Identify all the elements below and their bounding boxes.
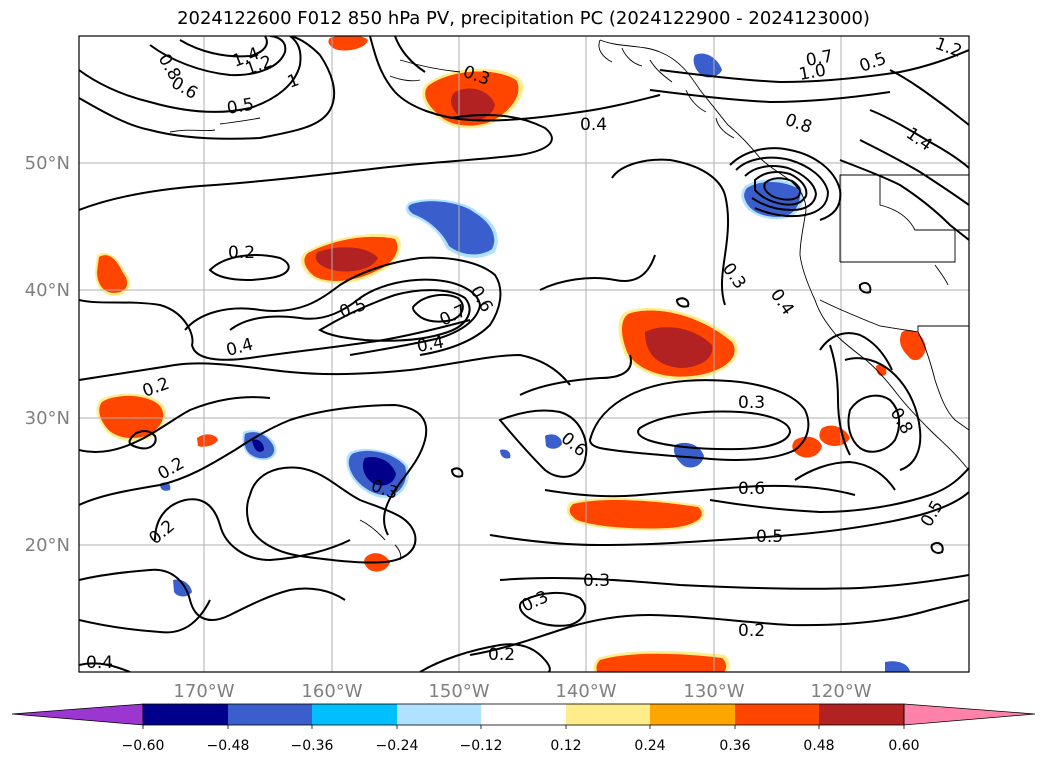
colorbar-tick-label: −0.36 xyxy=(291,738,334,754)
lon-label: 120°W xyxy=(810,681,871,702)
colorbar-segment xyxy=(143,704,228,725)
contour-label: 0.3 xyxy=(738,393,765,413)
colorbar-frame xyxy=(142,703,905,726)
contour-label: 0.5 xyxy=(225,95,255,119)
lat-label: 20°N xyxy=(25,535,70,556)
colorbar-ticks xyxy=(142,725,905,729)
contour-label: 0.5 xyxy=(756,527,783,547)
contour-label: 0.2 xyxy=(738,621,765,641)
colorbar-segment xyxy=(735,704,819,725)
colorbar-tick-label: 0.60 xyxy=(888,738,919,754)
colorbar: −0.60 −0.48 −0.36 −0.24 −0.12 0.12 0.24 … xyxy=(11,703,1036,754)
lat-label: 40°N xyxy=(25,280,70,301)
colorbar-tick-label: 0.12 xyxy=(550,738,581,754)
longitude-labels: 170°W 160°W 150°W 140°W 130°W 120°W xyxy=(173,681,871,702)
colorbar-tick-label: −0.60 xyxy=(122,738,165,754)
colorbar-tick-label: −0.12 xyxy=(460,738,503,754)
map-frame xyxy=(78,35,970,673)
lon-label: 150°W xyxy=(428,681,489,702)
colorbar-segment xyxy=(650,704,735,725)
contour-label: 0.4 xyxy=(415,333,445,357)
pv-contours xyxy=(79,36,969,672)
colorbar-segment xyxy=(228,704,312,725)
contour-label: 0.2 xyxy=(488,645,515,665)
colorbar-segment xyxy=(819,704,904,725)
latitude-labels: 50°N 40°N 30°N 20°N xyxy=(25,153,70,556)
lon-label: 170°W xyxy=(173,681,234,702)
lon-label: 140°W xyxy=(555,681,616,702)
lat-label: 30°N xyxy=(25,408,70,429)
contour-label: 0.7 xyxy=(804,47,834,71)
colorbar-extend-max xyxy=(903,703,1036,726)
colorbar-tick-label: 0.24 xyxy=(634,738,665,754)
contour-label: 1.0 xyxy=(797,61,827,85)
colorbar-segment xyxy=(481,704,566,725)
lon-label: 130°W xyxy=(683,681,744,702)
colorbar-tick-label: 0.36 xyxy=(719,738,750,754)
precip-positive-areas xyxy=(95,36,926,672)
colorbar-extend-min xyxy=(11,703,144,726)
colorbar-tick-labels: −0.60 −0.48 −0.36 −0.24 −0.12 0.12 0.24 … xyxy=(122,738,920,754)
gridlines xyxy=(79,36,969,672)
colorbar-tick-label: 0.48 xyxy=(803,738,834,754)
colorbar-tick-label: −0.24 xyxy=(376,738,419,754)
contour-label: 0.2 xyxy=(228,243,255,263)
colorbar-segment xyxy=(566,704,650,725)
contour-label: 0.3 xyxy=(583,571,610,591)
contour-label: 0.6 xyxy=(738,479,765,499)
chart-title: 2024122600 F012 850 hPa PV, precipitatio… xyxy=(177,8,870,29)
colorbar-segment xyxy=(312,704,397,725)
lat-label: 50°N xyxy=(25,153,70,174)
contour-label: 0.4 xyxy=(86,653,113,673)
contour-label: 0.4 xyxy=(580,115,607,135)
colorbar-tick-label: −0.48 xyxy=(207,738,250,754)
lon-label: 160°W xyxy=(301,681,362,702)
map-area xyxy=(79,36,969,672)
colorbar-segment xyxy=(397,704,481,725)
